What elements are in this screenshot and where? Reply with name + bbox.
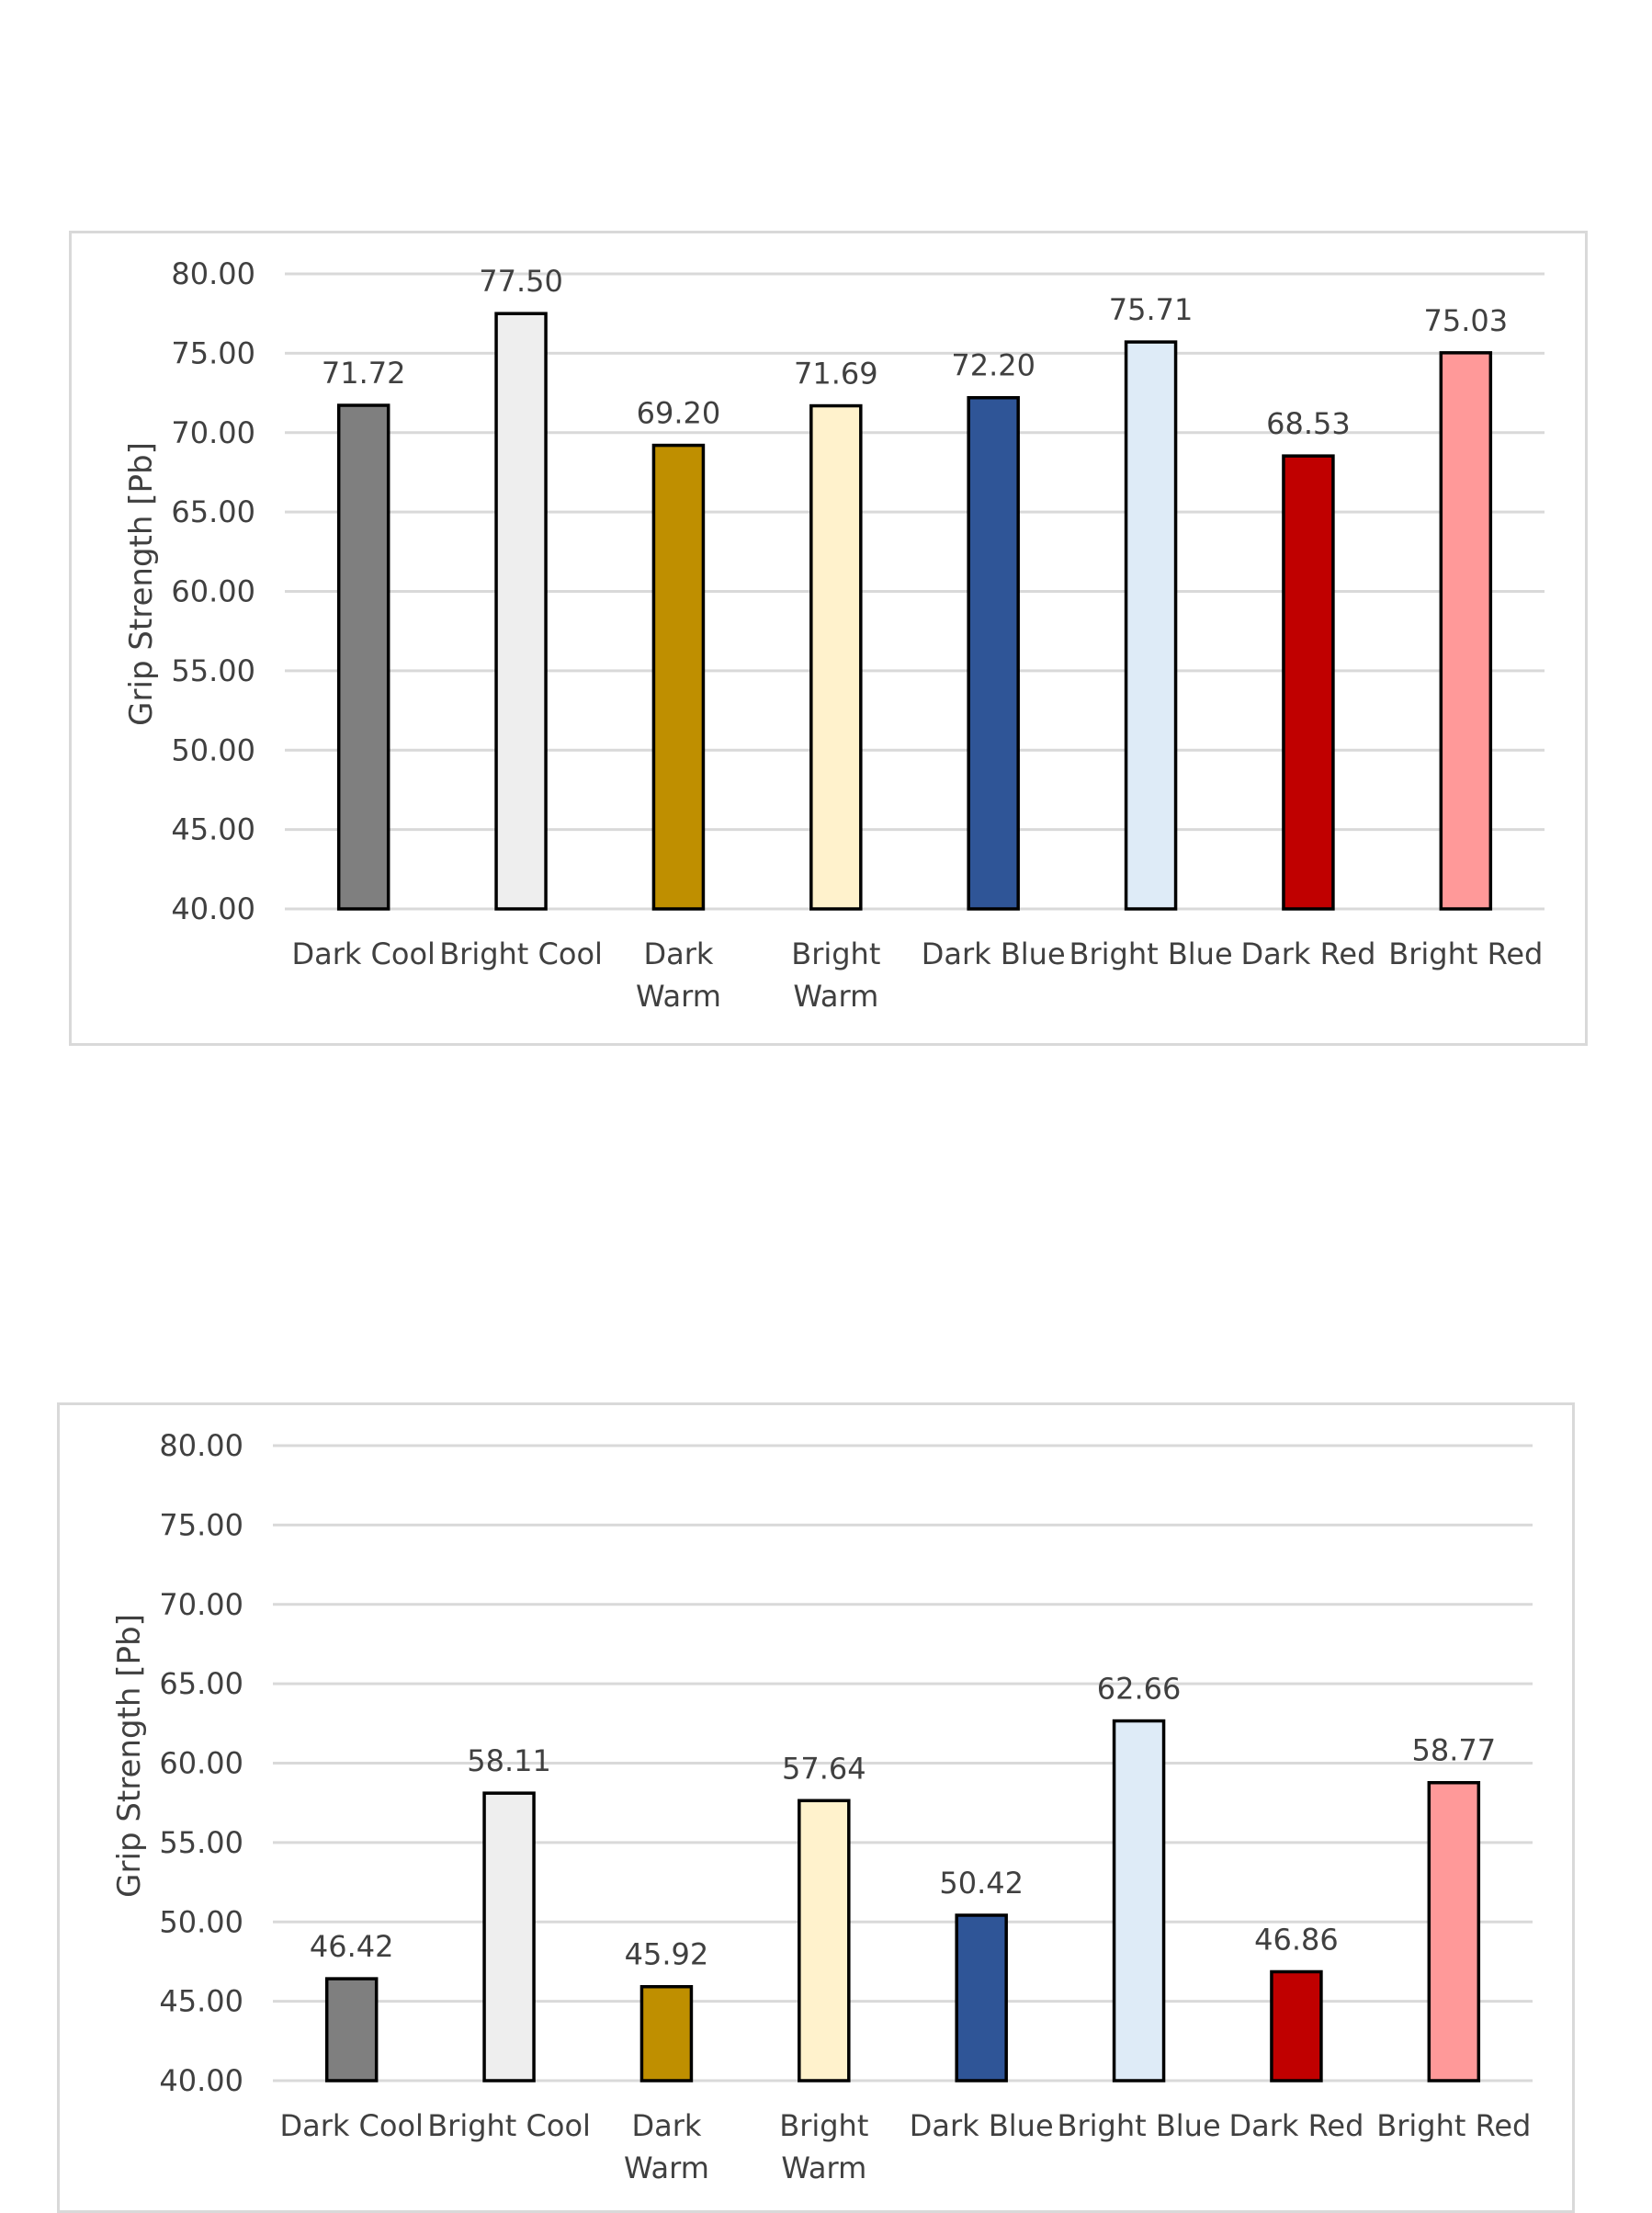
bar [1124,340,1178,911]
x-tick-label: Dark Cool [291,936,436,971]
chart-panel-2: 40.00 45.00 50.00 55.00 60.00 65.00 70.00 75.00… [57,1402,1575,2213]
bar [955,1913,1008,2082]
x-tick-label: Dark Red [1240,936,1375,971]
data-label: 58.11 [467,1743,551,1778]
bar [639,1984,694,2082]
x-tick-label: Bright [791,936,880,971]
data-label: 68.53 [1266,406,1351,441]
x-tick-label: Bright Red [1376,2108,1531,2143]
x-tick-label: Bright Cool [439,936,603,971]
data-label: 46.86 [1254,1922,1339,1957]
data-label: 72.20 [951,348,1035,383]
bar [1270,1969,1323,2082]
y-tick-label: 45.00 [171,812,255,847]
y-tick-label: 80.00 [171,256,255,291]
x-tick-label: Dark Blue [922,936,1066,971]
y-tick-label: 50.00 [171,732,255,767]
x-tick-label: Dark Blue [910,2108,1054,2143]
bar-chart-2: 40.00 45.00 50.00 55.00 60.00 65.00 70.00 75.00… [111,1428,1533,2185]
y-tick-label: 80.00 [159,1428,243,1463]
bar [336,403,390,911]
data-label: 75.03 [1424,303,1509,338]
y-tick-label: 70.00 [171,415,255,450]
data-label: 71.72 [322,356,406,391]
chart-panel-1: 40.00 45.00 50.00 55.00 60.00 65.00 70.00 75.00… [69,231,1588,1046]
x-tick-label: Warm [793,979,878,1014]
data-label: 45.92 [625,1937,709,1972]
y-axis-title: Grip Strength [Pb] [123,442,160,726]
bar [651,443,706,911]
x-tick-label: Dark Cool [279,2108,424,2143]
data-label: 77.50 [479,264,563,299]
y-tick-label: 45.00 [159,1984,243,2019]
bar [1427,1780,1481,2082]
y-tick-label: 75.00 [159,1507,243,1542]
data-label: 62.66 [1097,1672,1182,1707]
bar [324,1977,379,2082]
data-label: 46.42 [310,1929,394,1964]
x-tick-label: Dark [643,936,713,971]
x-tick-label: Bright Blue [1058,2108,1221,2143]
y-tick-label: 55.00 [171,653,255,688]
x-tick-label: Warm [624,2151,709,2185]
y-tick-label: 55.00 [159,1825,243,1860]
x-tick-label: Warm [636,979,721,1014]
data-label: 75.71 [1109,292,1194,327]
data-label: 58.77 [1412,1733,1497,1768]
y-axis-title: Grip Strength [Pb] [111,1614,148,1898]
y-tick-label: 60.00 [171,574,255,609]
data-label: 50.42 [939,1866,1024,1901]
bar [798,1799,851,2082]
y-tick-label: 70.00 [159,1587,243,1622]
x-tick-label: Warm [781,2151,866,2185]
data-label: 71.69 [794,357,878,392]
bar [482,1791,536,2082]
data-label: 57.64 [782,1751,866,1786]
y-tick-label: 65.00 [159,1666,243,1701]
y-tick-label: 40.00 [159,2063,243,2098]
data-label: 69.20 [637,396,721,431]
y-tick-label: 75.00 [171,335,255,370]
y-tick-label: 65.00 [171,494,255,529]
bar [1282,454,1335,911]
bar [809,403,863,911]
y-tick-label: 60.00 [159,1746,243,1781]
x-tick-label: Bright Cool [427,2108,591,2143]
x-tick-label: Bright Blue [1069,936,1233,971]
bar-chart-1: 40.00 45.00 50.00 55.00 60.00 65.00 70.00 75.00… [123,256,1545,1014]
bar [1439,351,1493,911]
x-tick-label: Bright Red [1388,936,1543,971]
x-tick-label: Dark [631,2108,701,2143]
y-tick-label: 40.00 [171,891,255,926]
y-tick-label: 50.00 [159,1904,243,1939]
bar [967,395,1020,911]
bar [1112,1719,1166,2082]
bar [494,312,548,911]
x-tick-label: Dark Red [1228,2108,1363,2143]
x-tick-label: Bright [779,2108,868,2143]
